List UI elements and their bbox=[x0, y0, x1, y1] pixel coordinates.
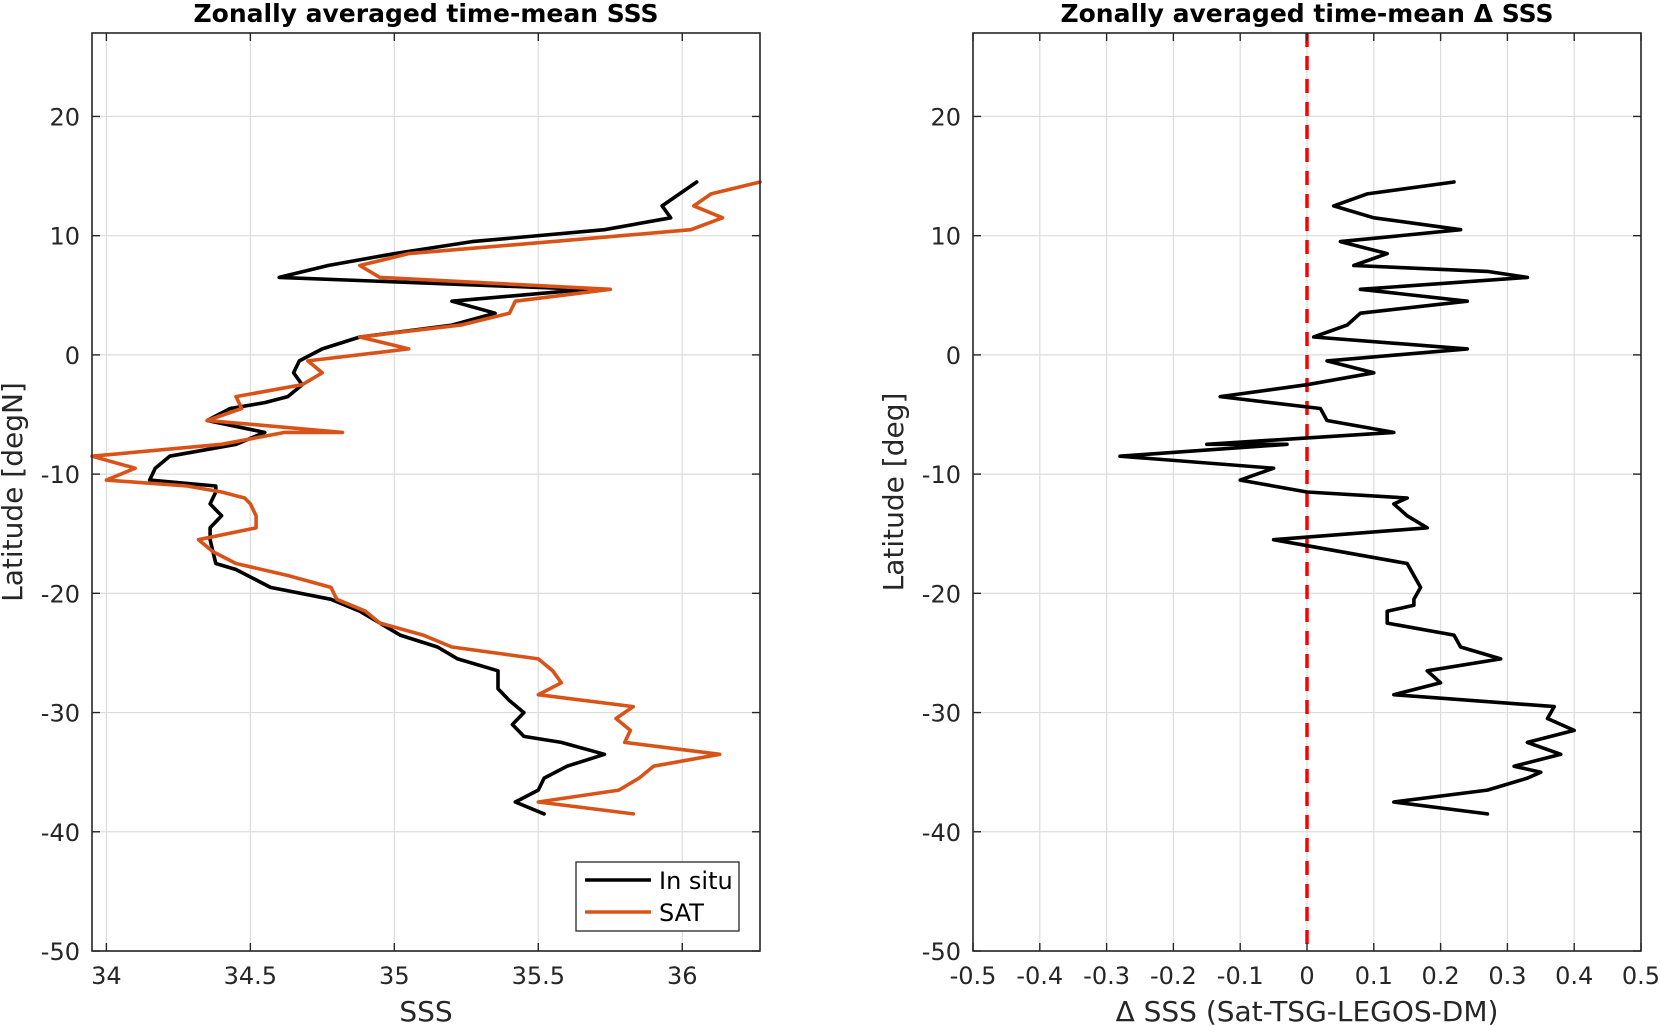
right-chart-title: Zonally averaged time-mean Δ SSS bbox=[1061, 0, 1554, 28]
left-x-tick-label: 36 bbox=[667, 962, 698, 990]
left-y-tick-label: 20 bbox=[49, 103, 80, 131]
left-series-sat-line bbox=[90, 180, 762, 816]
left-y-tick-label: -30 bbox=[41, 700, 80, 728]
right-x-tick-label: -0.1 bbox=[1217, 962, 1264, 990]
right-x-axis-label: Δ SSS (Sat-TSG-LEGOS-DM) bbox=[1116, 995, 1499, 1026]
right-x-tick-label: 0.1 bbox=[1355, 962, 1393, 990]
right-x-tick-label: -0.2 bbox=[1150, 962, 1197, 990]
right-x-tick-label: -0.4 bbox=[1016, 962, 1063, 990]
left-y-tick-label: -50 bbox=[41, 938, 80, 966]
legend-label-sat: SAT bbox=[659, 899, 704, 927]
left-x-tick-label: 35 bbox=[379, 962, 410, 990]
left-ticks: 34 34.5 35 35.5 36 -50 -40 -30 -20 -10 0 10 20 bbox=[41, 33, 760, 990]
right-series-delta-sss-line bbox=[1118, 180, 1576, 816]
right-y-tick-label: -50 bbox=[922, 938, 961, 966]
left-x-tick-label: 34.5 bbox=[224, 962, 277, 990]
right-x-tick-label: 0.4 bbox=[1555, 962, 1593, 990]
right-ticks: -0.5 -0.4 -0.3 -0.2 -0.1 0 0.1 0.2 0.3 0.4 0.5 -50 -… bbox=[922, 33, 1660, 990]
legend: In situ SAT bbox=[575, 861, 740, 932]
right-x-tick-label: 0.2 bbox=[1422, 962, 1460, 990]
left-y-tick-label: -10 bbox=[41, 461, 80, 489]
left-axes-box bbox=[91, 32, 761, 952]
left-plot-area bbox=[92, 33, 760, 951]
left-x-tick-label: 34 bbox=[91, 962, 122, 990]
left-y-tick-label: 10 bbox=[49, 223, 80, 251]
right-y-axis-label: Latitude [deg] bbox=[877, 393, 910, 592]
left-x-tick-label: 35.5 bbox=[512, 962, 565, 990]
legend-box bbox=[575, 861, 740, 932]
legend-label-in-situ: In situ bbox=[659, 867, 733, 895]
right-x-tick-label: -0.5 bbox=[950, 962, 997, 990]
left-x-axis-label: SSS bbox=[399, 995, 452, 1026]
right-x-tick-label: 0.5 bbox=[1622, 962, 1660, 990]
right-x-tick-label: -0.3 bbox=[1083, 962, 1130, 990]
right-series bbox=[1118, 180, 1576, 816]
right-panel: -0.5 -0.4 -0.3 -0.2 -0.1 0 0.1 0.2 0.3 0.4 0.5 -50 -… bbox=[877, 0, 1660, 1026]
left-series bbox=[90, 180, 762, 816]
right-y-tick-label: 20 bbox=[930, 103, 961, 131]
left-y-axis-label: Latitude [degN] bbox=[0, 382, 29, 602]
right-y-tick-label: -30 bbox=[922, 700, 961, 728]
right-y-tick-label: -20 bbox=[922, 580, 961, 608]
left-y-tick-label: -40 bbox=[41, 819, 80, 847]
left-y-tick-label: -20 bbox=[41, 580, 80, 608]
left-y-tick-label: 0 bbox=[65, 342, 80, 370]
right-x-tick-label: 0 bbox=[1299, 962, 1314, 990]
right-y-tick-label: -40 bbox=[922, 819, 961, 847]
right-x-tick-label: 0.3 bbox=[1488, 962, 1526, 990]
right-y-tick-label: -10 bbox=[922, 461, 961, 489]
left-chart-title: Zonally averaged time-mean SSS bbox=[194, 0, 659, 28]
right-y-tick-label: 10 bbox=[930, 223, 961, 251]
right-y-tick-label: 0 bbox=[946, 342, 961, 370]
left-panel: 34 34.5 35 35.5 36 -50 -40 -30 -20 -10 0 10 20 Zonal… bbox=[0, 0, 762, 1026]
